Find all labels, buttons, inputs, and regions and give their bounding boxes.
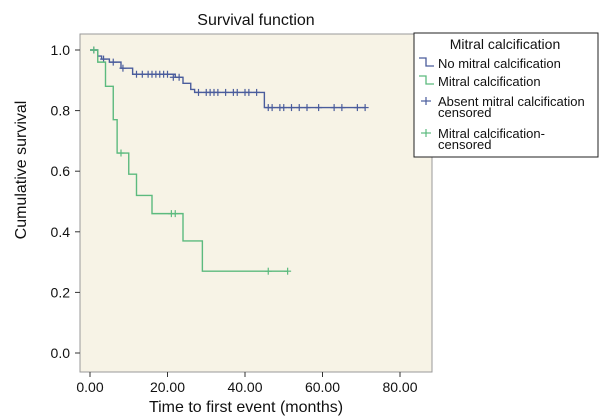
no-mitral-censor-mark bbox=[361, 104, 369, 112]
legend-entry-label: No mitral calcification bbox=[438, 56, 561, 71]
no-mitral-censor-mark bbox=[353, 104, 361, 112]
y-axis-title: Cumulative survival bbox=[13, 101, 30, 240]
no-mitral-censor-mark bbox=[164, 70, 171, 78]
no-mitral-censor-mark bbox=[280, 104, 288, 112]
no-mitral-censor-mark bbox=[268, 104, 276, 112]
no-mitral-censor-mark bbox=[338, 104, 346, 112]
y-tick-label: 1.0 bbox=[51, 42, 71, 58]
mitral-censor-mark bbox=[284, 267, 292, 275]
no-mitral-censor-mark bbox=[253, 88, 261, 96]
legend-box bbox=[413, 32, 599, 158]
legend-entries: No mitral calcification Mitral calcificat… bbox=[419, 56, 585, 152]
legend-entry-label: censored bbox=[438, 105, 491, 120]
no-mitral-censor-mark bbox=[195, 88, 202, 96]
chart-title: Survival function bbox=[197, 12, 314, 29]
y-tick-label: 0.4 bbox=[51, 224, 71, 240]
mitral-censor-mark bbox=[90, 46, 98, 54]
x-tick-label: 60.00 bbox=[305, 379, 340, 395]
no-mitral-censor-mark bbox=[303, 104, 311, 112]
series-layer bbox=[90, 46, 369, 275]
x-axis-title: Time to first event (months) bbox=[149, 399, 343, 416]
mitral-censor-mark bbox=[117, 149, 125, 157]
x-tick-label: 20.00 bbox=[150, 379, 185, 395]
no-mitral-censor-mark bbox=[109, 58, 117, 66]
legend-entry-label: censored bbox=[438, 137, 491, 152]
axes: 0.00 20.00 40.00 60.00 80.00 0.0 0.2 0.4 0.6 0.8 1… bbox=[51, 42, 418, 395]
legend: Mitral calcification No mitral calcifica… bbox=[413, 32, 599, 158]
legend-step-icon bbox=[419, 57, 434, 67]
legend-entry-label: Absent mitral calcification bbox=[438, 94, 585, 109]
legend-entry-label: Mitral calcification bbox=[438, 74, 541, 89]
no-mitral-censor-mark bbox=[330, 104, 338, 112]
y-tick-label: 0.8 bbox=[51, 103, 71, 119]
no-mitral-censor-mark bbox=[295, 104, 303, 112]
legend-plus-icon bbox=[421, 129, 431, 137]
no-mitral-censor-mark bbox=[214, 88, 222, 96]
y-tick-label: 0.0 bbox=[51, 345, 71, 361]
x-tick-label: 80.00 bbox=[382, 379, 417, 395]
no-mitral-censor-mark bbox=[175, 73, 183, 81]
mitral-survival-curve bbox=[90, 49, 288, 272]
no-mitral-censor-mark bbox=[315, 104, 323, 112]
legend-plus-icon bbox=[421, 97, 431, 105]
no-mitral-censor-mark bbox=[233, 88, 241, 96]
no-mitral-censor-mark bbox=[288, 104, 295, 112]
x-tick-label: 40.00 bbox=[227, 379, 262, 395]
plot-area bbox=[79, 33, 433, 373]
legend-title: Mitral calcification bbox=[450, 36, 560, 52]
legend-step-icon bbox=[419, 75, 434, 85]
no-mitral-censor-mark bbox=[222, 88, 230, 96]
no-mitral-censor-mark bbox=[245, 88, 253, 96]
x-tick-label: 0.00 bbox=[76, 379, 103, 395]
mitral-censor-mark bbox=[264, 267, 272, 275]
y-tick-label: 0.6 bbox=[51, 163, 71, 179]
mitral-censor-mark bbox=[171, 210, 179, 218]
legend-entry-label: Mitral calcification- bbox=[438, 126, 545, 141]
no-mitral-censor-mark bbox=[119, 64, 127, 72]
y-tick-label: 0.2 bbox=[51, 284, 71, 300]
